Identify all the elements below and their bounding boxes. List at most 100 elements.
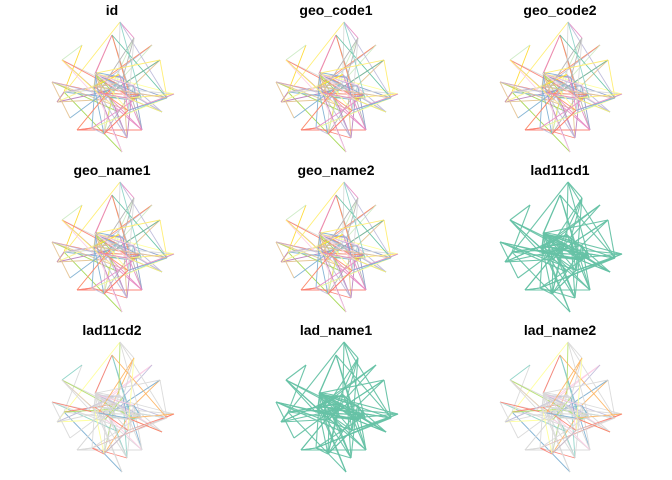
- desire-line: [318, 233, 330, 260]
- desire-line: [318, 232, 356, 261]
- desire-line: [280, 251, 289, 263]
- desire-line: [94, 393, 99, 414]
- desire-line: [567, 341, 616, 419]
- desire-line: [511, 251, 571, 313]
- desire-line: [94, 232, 111, 250]
- desire-line: [119, 181, 168, 259]
- desire-line: [542, 34, 561, 74]
- desire-line: [350, 259, 356, 299]
- desire-line: [499, 401, 577, 431]
- desire-line: [321, 234, 365, 256]
- desire-line: [300, 447, 317, 451]
- desire-line: [93, 83, 117, 87]
- desire-line: [118, 341, 121, 395]
- desire-line: [126, 419, 132, 459]
- flow-map: [499, 21, 623, 153]
- desire-line: [317, 405, 399, 415]
- desire-line: [541, 85, 623, 95]
- desire-line: [543, 231, 571, 238]
- desire-line: [275, 241, 295, 279]
- desire-line: [575, 93, 623, 99]
- desire-line: [499, 241, 577, 271]
- desire-line: [275, 401, 353, 431]
- desire-line: [275, 241, 343, 273]
- desire-line: [541, 403, 565, 407]
- desire-line: [567, 181, 616, 259]
- desire-line: [94, 59, 161, 74]
- desire-line: [322, 92, 364, 96]
- panel-lad-name1: lad_name1: [224, 320, 448, 480]
- desire-line: [551, 419, 554, 455]
- desire-line: [327, 419, 330, 455]
- desire-line: [94, 354, 113, 394]
- desire-line: [546, 357, 583, 414]
- desire-line: [542, 392, 559, 410]
- desire-line: [315, 447, 329, 455]
- desire-line: [539, 232, 545, 289]
- desire-line: [103, 270, 129, 295]
- desire-line: [543, 72, 571, 78]
- desire-line: [61, 44, 83, 61]
- desire-line: [546, 37, 583, 94]
- desire-line: [97, 394, 134, 406]
- desire-line: [546, 92, 576, 139]
- desire-line: [285, 59, 330, 100]
- desire-line: [91, 392, 97, 449]
- desire-line: [566, 394, 611, 433]
- desire-line: [333, 197, 359, 250]
- desire-line: [333, 37, 359, 90]
- desire-line: [546, 92, 588, 96]
- desire-line: [541, 245, 616, 259]
- desire-line: [337, 59, 385, 91]
- desire-line: [333, 409, 353, 431]
- desire-line: [93, 243, 117, 247]
- desire-line: [94, 233, 99, 254]
- desire-line: [551, 99, 554, 135]
- desire-line: [108, 416, 128, 459]
- desire-line: [511, 44, 531, 93]
- desire-line: [61, 204, 83, 221]
- panel-title: lad_name1: [299, 322, 373, 338]
- desire-line: [342, 74, 387, 113]
- desire-line: [350, 99, 356, 139]
- desire-line: [76, 89, 111, 131]
- desire-line: [542, 379, 609, 394]
- desire-line: [322, 252, 364, 256]
- desire-line: [93, 406, 105, 455]
- desire-line: [556, 256, 576, 299]
- desire-line: [557, 249, 577, 271]
- panel-title: lad11cd1: [530, 162, 590, 178]
- desire-line: [318, 219, 385, 234]
- desire-line: [333, 89, 353, 111]
- desire-line: [541, 406, 616, 419]
- panel-geo-name2: geo_name2: [224, 160, 448, 320]
- desire-line: [318, 354, 337, 394]
- desire-line: [564, 83, 580, 101]
- desire-line: [322, 197, 359, 254]
- desire-line: [287, 44, 307, 93]
- desire-line: [95, 72, 123, 78]
- desire-line: [321, 357, 359, 414]
- desire-line: [56, 181, 121, 263]
- desire-line: [285, 219, 330, 260]
- desire-line: [315, 417, 392, 449]
- desire-line: [51, 401, 92, 413]
- desire-line: [93, 86, 105, 135]
- desire-line: [319, 391, 347, 398]
- desire-line: [108, 256, 128, 299]
- desire-line: [509, 59, 540, 92]
- desire-line: [69, 243, 117, 279]
- desire-line: [93, 406, 168, 419]
- desire-line: [113, 219, 161, 251]
- desire-line: [118, 394, 163, 433]
- flow-map: [499, 341, 623, 473]
- desire-line: [111, 194, 168, 259]
- desire-line: [504, 341, 569, 423]
- desire-line: [300, 89, 335, 131]
- desire-line: [94, 34, 113, 74]
- desire-line: [76, 287, 93, 291]
- desire-line: [551, 430, 577, 455]
- desire-line: [332, 416, 352, 459]
- desire-line: [91, 418, 136, 449]
- desire-line: [524, 409, 559, 451]
